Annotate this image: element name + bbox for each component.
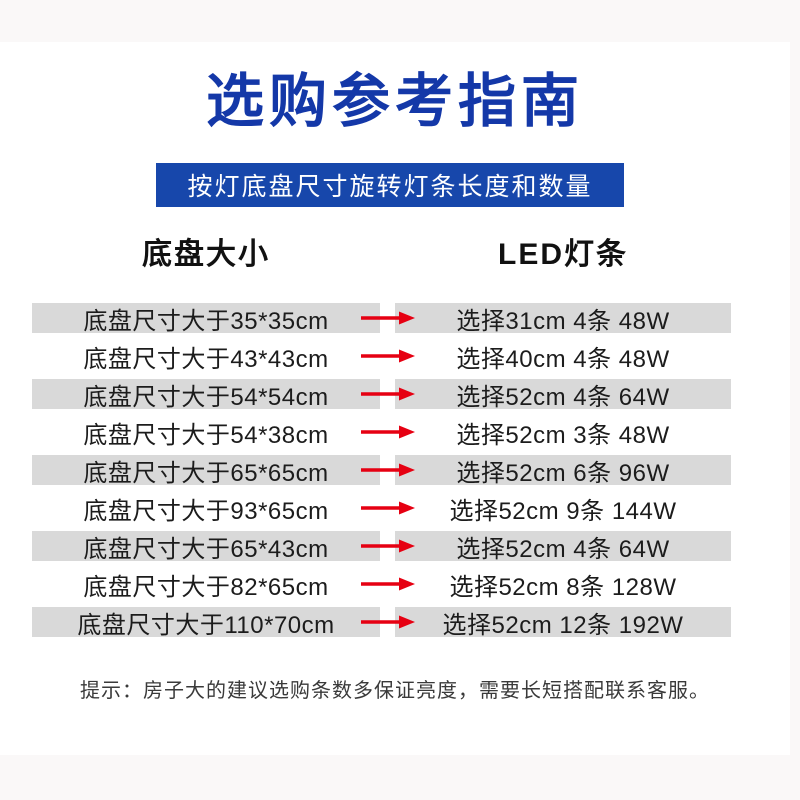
column-header-gutter xyxy=(380,236,395,274)
base-size-cell: 底盘尺寸大于82*65cm xyxy=(83,573,329,601)
led-strip-cell: 选择52cm 3条 48W xyxy=(456,421,670,449)
page-title: 选购参考指南 xyxy=(205,69,584,134)
table-row: 底盘尺寸大于82*65cm 选择52cm 8条 128W xyxy=(32,569,731,601)
table-row: 底盘尺寸大于43*43cm 选择40cm 4条 48W xyxy=(32,341,731,373)
table-row: 底盘尺寸大于35*35cm 选择31cm 4条 48W xyxy=(32,303,731,335)
subtitle-banner-text: 按灯底盘尺寸旋转灯条长度和数量 xyxy=(187,173,593,201)
base-size-cell: 底盘尺寸大于110*70cm xyxy=(32,607,380,639)
base-size-cell: 底盘尺寸大于65*65cm xyxy=(32,455,380,487)
guide-table: 底盘尺寸大于35*35cm 选择31cm 4条 48W 底盘尺寸大于43*43c… xyxy=(32,303,731,645)
table-row: 底盘尺寸大于65*65cm 选择52cm 6条 96W xyxy=(32,455,731,487)
table-row: 底盘尺寸大于65*43cm 选择52cm 4条 64W xyxy=(32,531,731,563)
led-strip-cell: 选择52cm 4条 64W xyxy=(395,379,731,411)
table-row: 底盘尺寸大于110*70cm 选择52cm 12条 192W xyxy=(32,607,731,639)
base-size-cell: 底盘尺寸大于54*54cm xyxy=(32,379,380,411)
led-strip-cell: 选择52cm 4条 64W xyxy=(395,531,731,563)
base-size-cell: 底盘尺寸大于65*43cm xyxy=(32,531,380,563)
note-text: 提示：房子大的建议选购条数多保证亮度，需要长短搭配联系客服。 xyxy=(80,680,710,702)
table-row: 底盘尺寸大于93*65cm 选择52cm 9条 144W xyxy=(32,493,731,525)
led-strip-cell: 选择52cm 6条 96W xyxy=(395,455,731,487)
base-size-cell: 底盘尺寸大于35*35cm xyxy=(32,303,380,335)
subtitle-banner: 按灯底盘尺寸旋转灯条长度和数量 xyxy=(156,163,624,207)
led-strip-cell: 选择31cm 4条 48W xyxy=(395,303,731,335)
table-row: 底盘尺寸大于54*54cm 选择52cm 4条 64W xyxy=(32,379,731,411)
led-strip-cell: 选择40cm 4条 48W xyxy=(456,345,670,373)
base-size-cell: 底盘尺寸大于93*65cm xyxy=(83,497,329,525)
column-headers: 底盘大小 LED灯条 xyxy=(32,236,731,274)
led-strip-cell: 选择52cm 8条 128W xyxy=(449,573,677,601)
base-size-cell: 底盘尺寸大于43*43cm xyxy=(83,345,329,373)
led-strip-cell: 选择52cm 9条 144W xyxy=(449,497,677,525)
column-header-base-size: 底盘大小 xyxy=(142,238,270,271)
table-row: 底盘尺寸大于54*38cm 选择52cm 3条 48W xyxy=(32,417,731,449)
base-size-cell: 底盘尺寸大于54*38cm xyxy=(83,421,329,449)
led-strip-cell: 选择52cm 12条 192W xyxy=(395,607,731,639)
column-header-led-strip: LED灯条 xyxy=(498,238,628,271)
